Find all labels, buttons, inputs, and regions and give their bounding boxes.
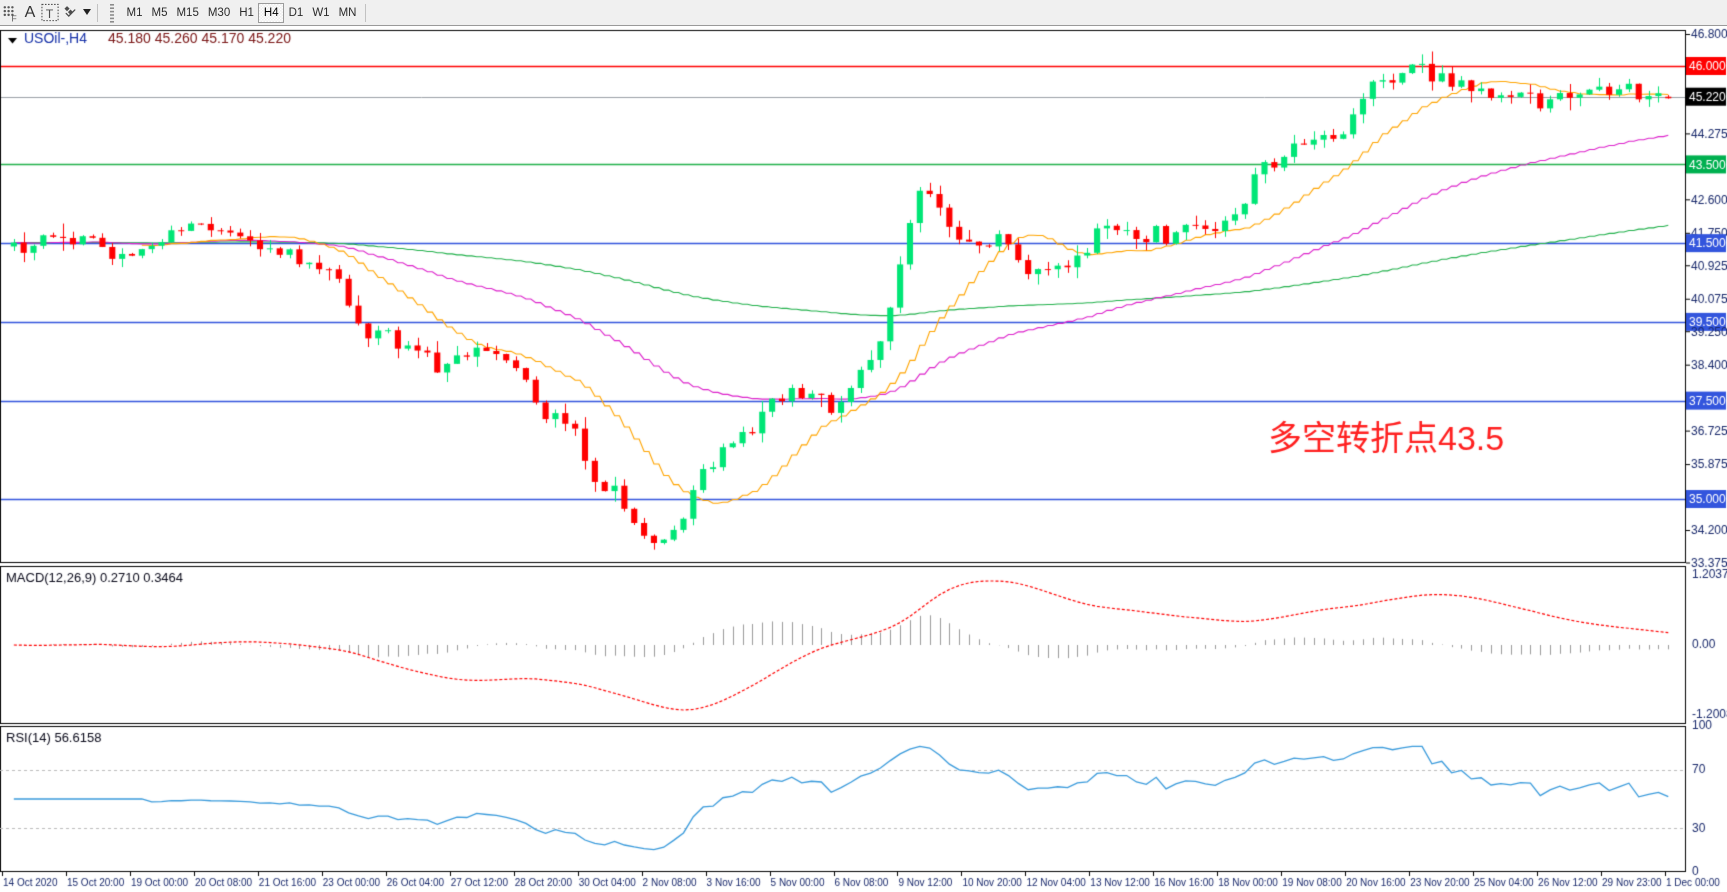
svg-text:F: F	[11, 13, 16, 22]
svg-text:T: T	[45, 6, 53, 20]
